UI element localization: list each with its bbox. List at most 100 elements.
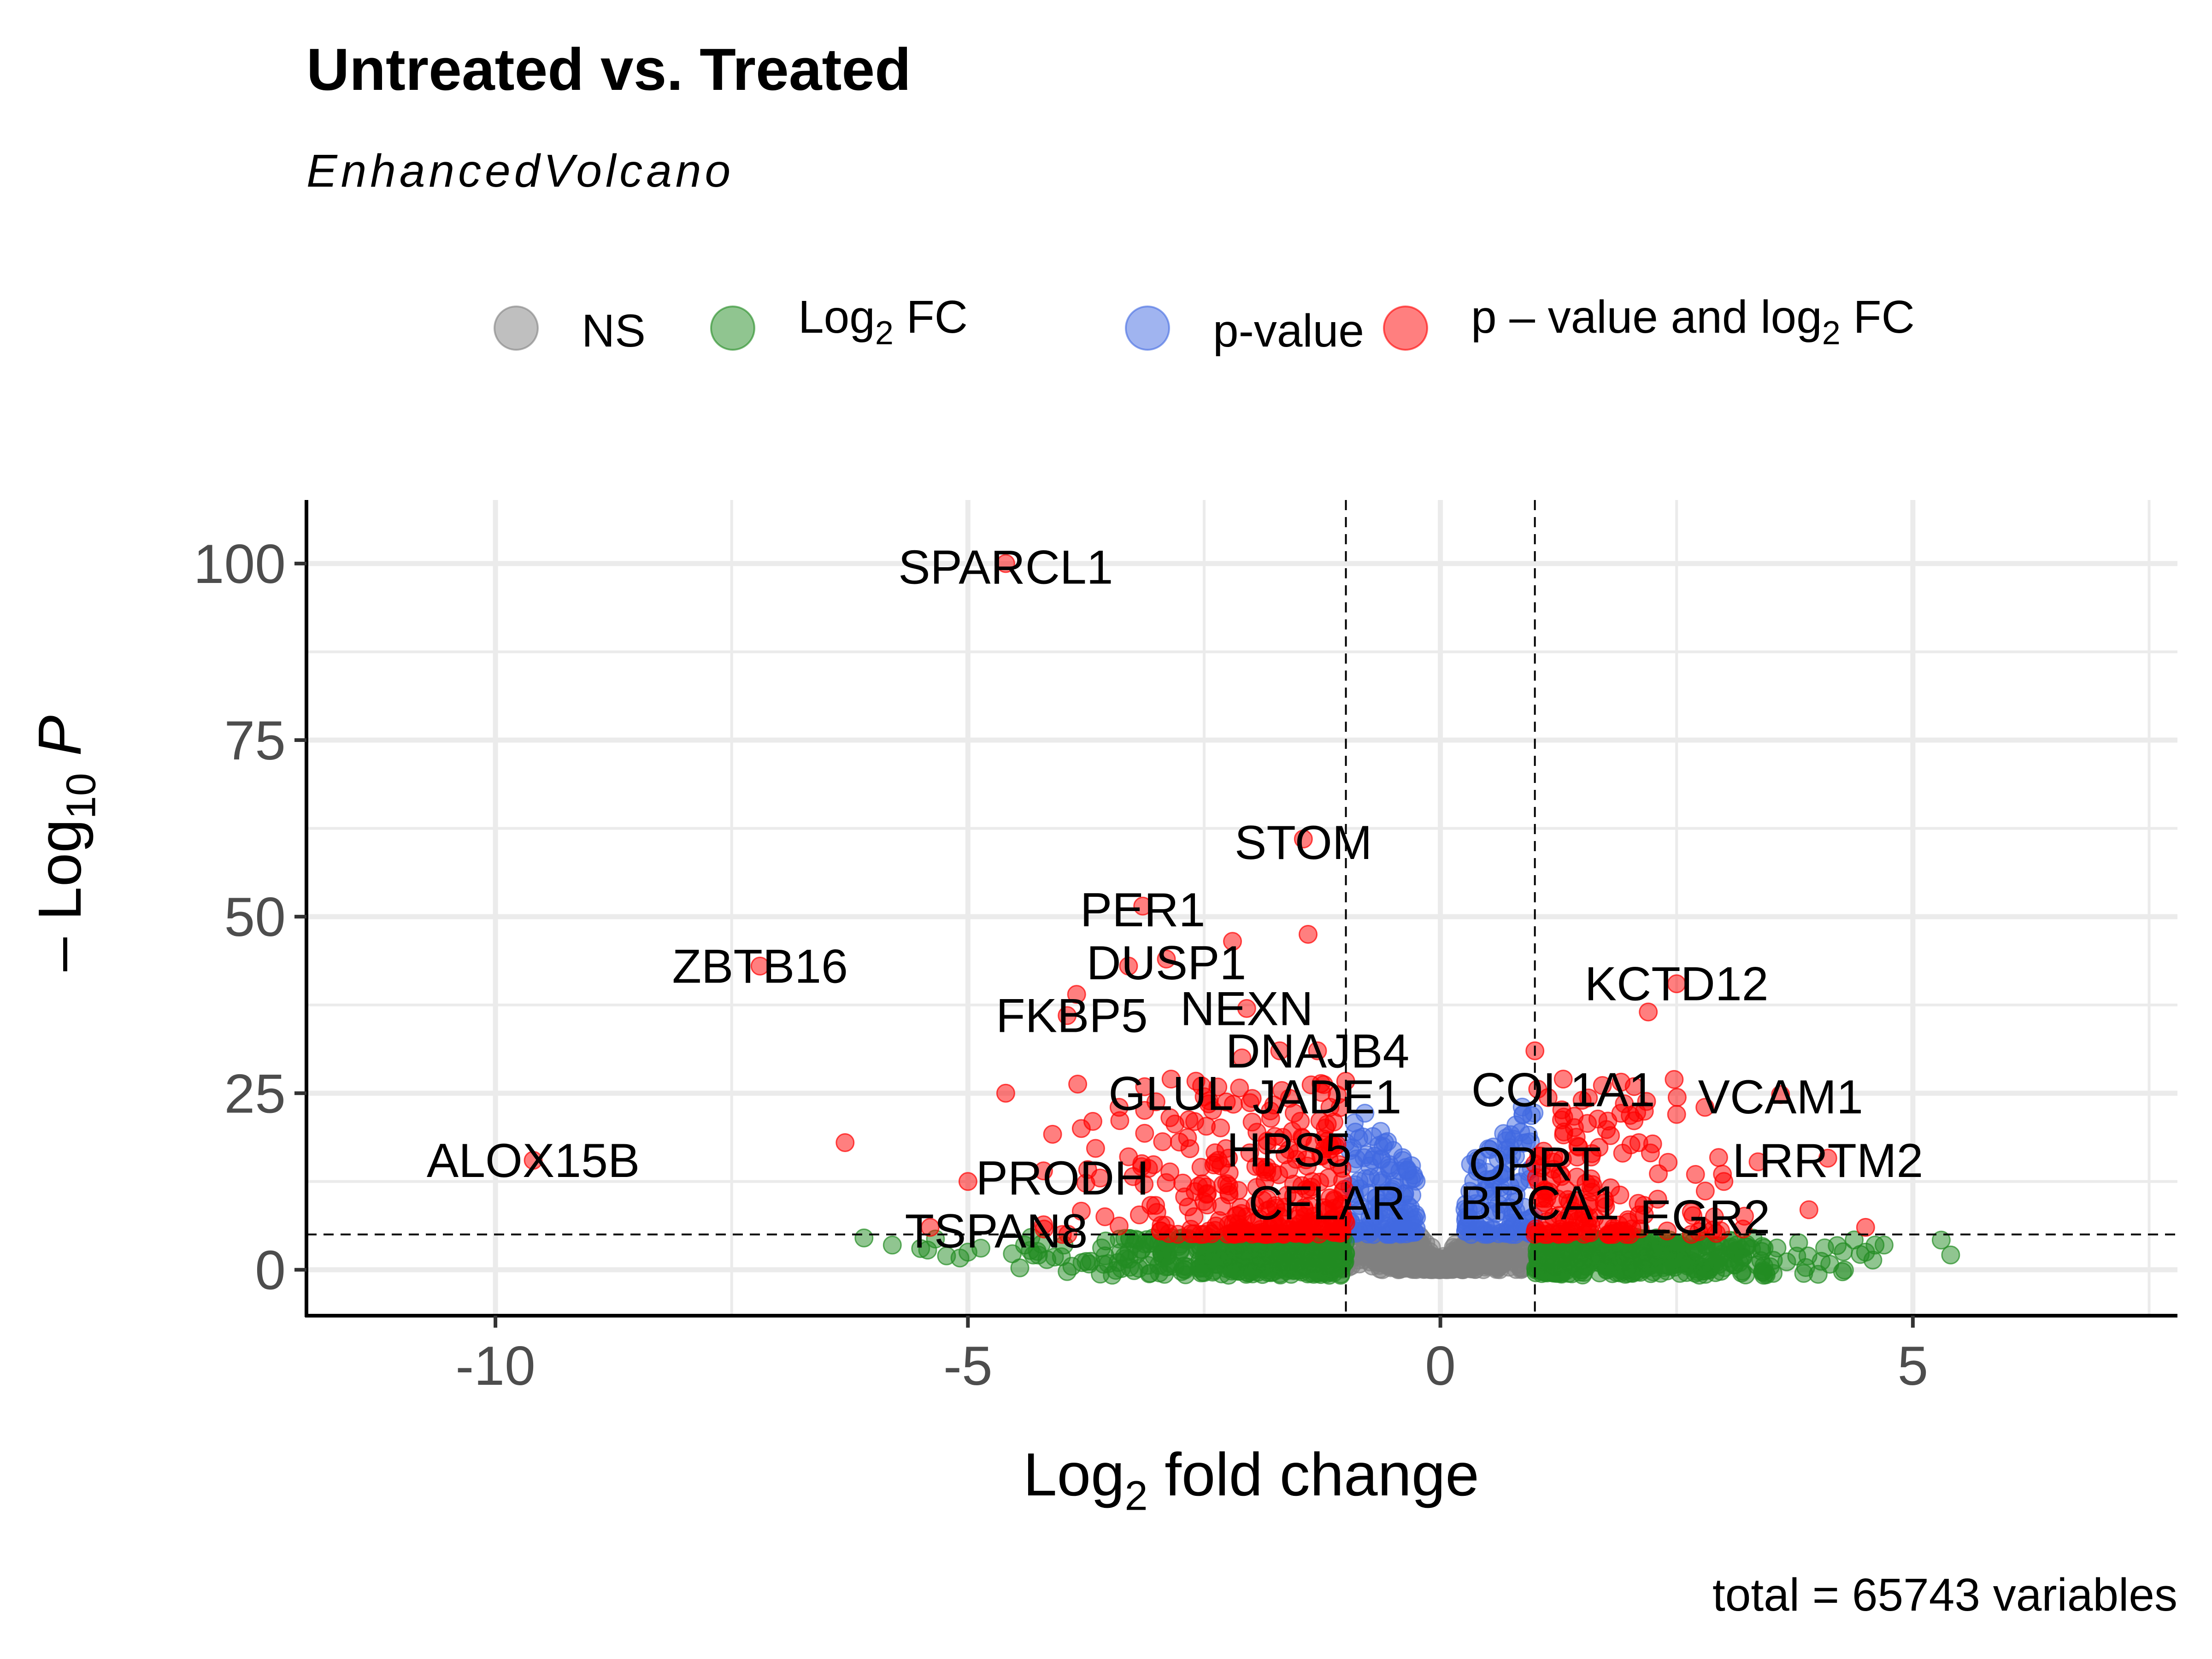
point-both xyxy=(1191,1158,1211,1177)
point-fc xyxy=(1856,1242,1875,1262)
point-both xyxy=(1589,1138,1609,1157)
point-both xyxy=(1109,1216,1129,1235)
point-both xyxy=(1257,1162,1277,1182)
gene-label: BRCA1 xyxy=(1460,1177,1620,1230)
point-both xyxy=(1629,1133,1648,1152)
point-both xyxy=(1135,1101,1154,1120)
point-both xyxy=(1335,1180,1354,1199)
point-both xyxy=(1748,1152,1768,1171)
point-fc xyxy=(854,1228,874,1247)
point-both xyxy=(1043,1124,1062,1144)
gene-label: DNAJB4 xyxy=(1226,1024,1410,1078)
legend-key-both xyxy=(1383,306,1428,351)
point-p xyxy=(1354,1148,1374,1167)
point-fc xyxy=(1319,1265,1339,1285)
point-both xyxy=(1665,1070,1684,1089)
gene-label: LRRTM2 xyxy=(1732,1134,1923,1188)
point-p xyxy=(1511,1123,1530,1142)
point-p xyxy=(1398,1160,1417,1179)
gene-label: TSPAN8 xyxy=(905,1205,1088,1258)
gene-label: STOM xyxy=(1235,816,1372,870)
point-both xyxy=(1242,1112,1262,1132)
point-fc xyxy=(1672,1239,1691,1258)
point-p xyxy=(1355,1104,1375,1123)
point-p xyxy=(1484,1170,1503,1188)
point-fc xyxy=(882,1235,902,1255)
point-both xyxy=(1272,1081,1291,1100)
legend-item-both: p – value and log2 FC xyxy=(1383,291,1915,352)
gene-label: KCTD12 xyxy=(1585,958,1769,1011)
point-both xyxy=(1695,1182,1715,1200)
point-both xyxy=(1578,1114,1597,1133)
point-both xyxy=(1178,1128,1197,1147)
legend-item-ns: NS xyxy=(494,305,646,357)
point-p xyxy=(1375,1184,1394,1203)
chart-subtitle: EnhancedVolcano xyxy=(306,145,734,197)
point-fc xyxy=(1015,1235,1034,1255)
point-fc xyxy=(1695,1259,1714,1278)
point-p xyxy=(1387,1212,1406,1231)
point-both xyxy=(835,1133,855,1152)
point-both xyxy=(1209,1151,1228,1170)
gene-label: HPS5 xyxy=(1227,1124,1352,1177)
legend-label-p: p-value xyxy=(1213,305,1364,357)
point-both xyxy=(1230,1078,1249,1098)
gene-label: DUSP1 xyxy=(1087,936,1247,990)
point-fc xyxy=(1789,1233,1808,1253)
point-both xyxy=(1296,1150,1316,1170)
legend-item-p: p-value xyxy=(1125,305,1364,357)
point-fc xyxy=(1733,1247,1753,1267)
point-fc xyxy=(1194,1263,1214,1282)
point-both xyxy=(1593,1076,1612,1095)
point-both xyxy=(1667,1105,1686,1124)
point-both xyxy=(1686,1165,1705,1184)
y-tick-label: 100 xyxy=(194,533,286,595)
point-fc xyxy=(1010,1258,1030,1277)
point-both xyxy=(1709,1148,1728,1167)
point-p xyxy=(1365,1206,1384,1226)
chart-caption: total = 65743 variables xyxy=(1712,1569,2177,1621)
point-both xyxy=(1649,1164,1668,1183)
point-ns xyxy=(1362,1247,1382,1266)
point-both xyxy=(958,1172,977,1191)
point-both xyxy=(1186,1071,1206,1091)
gene-label: COL1A1 xyxy=(1471,1064,1655,1117)
point-fc xyxy=(958,1242,977,1262)
point-fc xyxy=(1106,1261,1125,1280)
y-tick-label: 0 xyxy=(255,1239,286,1301)
point-both xyxy=(1206,1221,1225,1240)
point-both xyxy=(1153,1132,1172,1151)
data-points xyxy=(524,554,1960,1285)
point-ns xyxy=(1432,1253,1451,1272)
legend-label-ns: NS xyxy=(582,305,646,357)
chart-title: Untreated vs. Treated xyxy=(306,36,911,103)
point-fc xyxy=(1081,1252,1100,1271)
gene-label: PER1 xyxy=(1080,883,1206,937)
gene-label: JADE1 xyxy=(1253,1071,1402,1124)
point-both xyxy=(996,1083,1015,1103)
point-p xyxy=(1468,1162,1487,1181)
gene-label: CFLAR xyxy=(1248,1177,1406,1230)
point-both xyxy=(1569,1137,1588,1157)
point-both xyxy=(1291,1112,1310,1131)
point-fc xyxy=(911,1239,930,1258)
point-p xyxy=(1383,1141,1403,1160)
point-fc xyxy=(1559,1264,1578,1283)
point-both xyxy=(1624,1077,1644,1096)
point-fc xyxy=(1152,1244,1171,1263)
point-fc xyxy=(1251,1249,1271,1268)
legend-key-ns xyxy=(494,306,539,351)
gene-label: EGR2 xyxy=(1640,1191,1770,1244)
point-both xyxy=(1157,1173,1176,1192)
point-fc xyxy=(1796,1258,1815,1277)
point-both xyxy=(1735,1206,1754,1226)
gene-label: SPARCL1 xyxy=(898,541,1113,594)
y-axis-title: – Log10 P xyxy=(26,715,105,971)
point-p xyxy=(1407,1208,1426,1227)
point-both xyxy=(1224,1094,1243,1114)
point-fc xyxy=(1941,1245,1960,1265)
point-p xyxy=(1497,1140,1516,1159)
point-both xyxy=(1179,1197,1198,1217)
